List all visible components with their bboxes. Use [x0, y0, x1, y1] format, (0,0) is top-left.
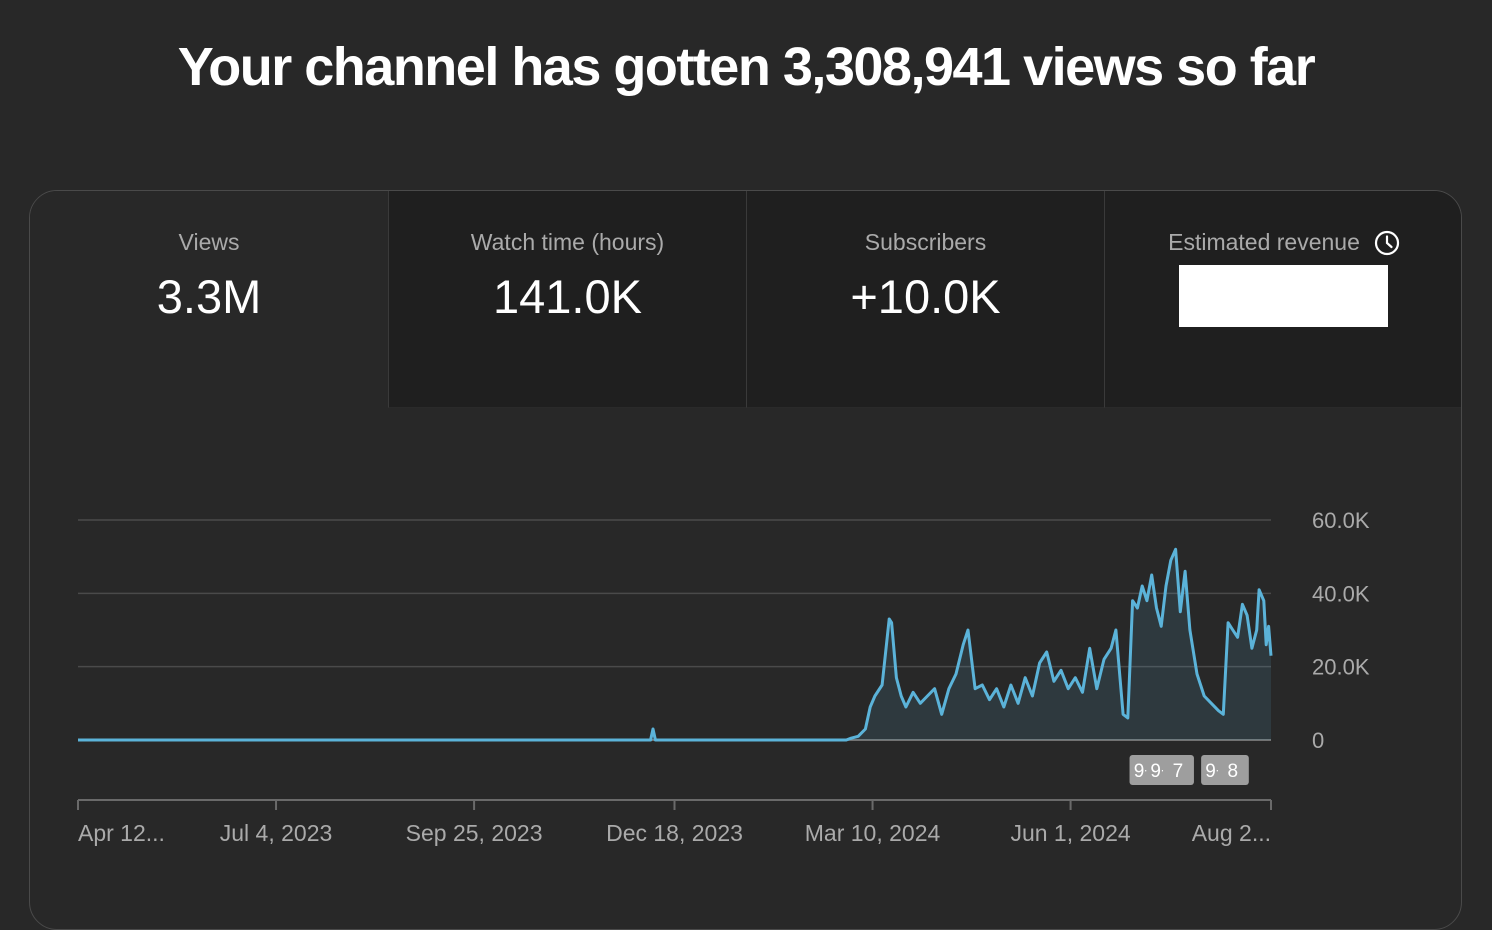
y-tick-label: 0 [1312, 728, 1324, 753]
x-tick-label: Jul 4, 2023 [220, 820, 333, 846]
tab-revenue-label: Estimated revenue [1168, 229, 1360, 255]
tab-watch-time[interactable]: Watch time (hours) 141.0K [388, 191, 746, 408]
x-tick-label: Dec 18, 2023 [606, 820, 743, 846]
x-tick-label: Sep 25, 2023 [406, 820, 543, 846]
y-axis-labels: 60.0K 40.0K 20.0K 0 [1312, 508, 1370, 753]
tab-watch-time-label: Watch time (hours) [470, 229, 665, 255]
tab-subscribers-label: Subscribers [864, 229, 987, 255]
tab-views[interactable]: Views 3.3M [30, 191, 388, 408]
annotation-marker-label: 8 [1228, 761, 1239, 782]
tab-revenue-header: Estimated revenue [1105, 229, 1461, 256]
x-tick-label: Aug 2... [1192, 820, 1271, 846]
chart-markers: 9+9+ 7 9+ 8 [1129, 755, 1249, 785]
tab-views-value: 3.3M [156, 270, 262, 323]
annotation-marker[interactable]: 7 [1162, 755, 1194, 785]
annotation-marker-label: 7 [1173, 761, 1184, 782]
clock-icon[interactable] [1374, 230, 1400, 256]
analytics-card: Views 3.3M Watch time (hours) 141.0K Sub… [29, 190, 1462, 930]
annotation-marker-box[interactable] [1162, 755, 1194, 785]
tab-watch-time-value: 141.0K [493, 270, 642, 323]
annotation-marker[interactable]: 8 [1217, 755, 1249, 785]
tab-estimated-revenue[interactable]: Estimated revenue [1104, 191, 1461, 408]
views-line [78, 547, 1273, 742]
views-chart[interactable]: 60.0K 40.0K 20.0K 0 9+9+ 7 9+ 8 Apr 12... Jul 4… [0, 0, 1492, 900]
annotation-marker-box[interactable] [1217, 755, 1249, 785]
x-tick-label: Jun 1, 2024 [1010, 820, 1130, 846]
page-title: Your channel has gotten 3,308,941 views … [177, 37, 1316, 97]
views-area [78, 549, 1271, 740]
metric-tabs: Views 3.3M Watch time (hours) 141.0K Sub… [30, 191, 1461, 408]
redacted-revenue-value [1179, 265, 1388, 327]
tab-subscribers[interactable]: Subscribers +10.0K [746, 191, 1104, 408]
tab-views-label: Views [178, 229, 240, 255]
x-tick-label: Mar 10, 2024 [805, 820, 941, 846]
x-tick-label: Apr 12... [78, 820, 165, 846]
x-axis: Apr 12... Jul 4, 2023 Sep 25, 2023 Dec 18, … [77, 799, 1272, 846]
tab-subscribers-value: +10.0K [850, 270, 1001, 323]
y-tick-label: 20.0K [1312, 655, 1370, 680]
y-tick-label: 40.0K [1312, 581, 1370, 606]
y-tick-label: 60.0K [1312, 508, 1370, 533]
